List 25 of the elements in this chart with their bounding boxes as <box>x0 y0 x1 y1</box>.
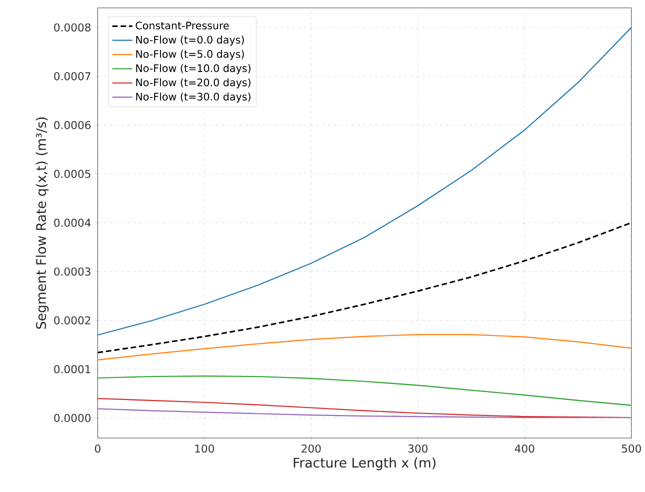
legend-label: No-Flow (t=5.0 days) <box>136 50 244 60</box>
y-tick-label: 0.0001 <box>54 364 90 374</box>
y-tick-label: 0.0008 <box>54 23 90 32</box>
x-tick-label: 100 <box>195 444 214 452</box>
x-tick-label: 0 <box>94 444 100 452</box>
legend-label: No-Flow (t=20.0 days) <box>136 78 250 88</box>
y-tick-label: 0.0007 <box>54 72 90 80</box>
x-tick-label: 300 <box>408 444 428 452</box>
x-tick-label: 500 <box>622 444 641 452</box>
legend-label: No-Flow (t=30.0 days) <box>136 92 250 102</box>
y-tick-label: 0.0003 <box>54 267 90 276</box>
y-tick-label: 0.0000 <box>54 414 91 422</box>
line-series <box>98 375 632 406</box>
legend-label: No-Flow (t=0.0 days) <box>136 36 244 46</box>
x-tick-label: 200 <box>302 444 321 452</box>
line-series <box>98 334 632 360</box>
y-tick-label: 0.0005 <box>54 170 90 178</box>
x-axis-title: Fracture Length x (m) <box>294 457 436 470</box>
y-tick-label: 0.0004 <box>54 218 91 227</box>
legend-label: Constant-Pressure <box>136 21 229 30</box>
y-axis-title: Segment Flow Rate q(x,t) (m³/s) <box>36 117 49 329</box>
y-tick-label: 0.0006 <box>54 120 91 130</box>
legend-label: No-Flow (t=10.0 days) <box>136 64 250 74</box>
x-tick-label: 400 <box>514 444 534 452</box>
y-tick-label: 0.0002 <box>54 316 90 324</box>
